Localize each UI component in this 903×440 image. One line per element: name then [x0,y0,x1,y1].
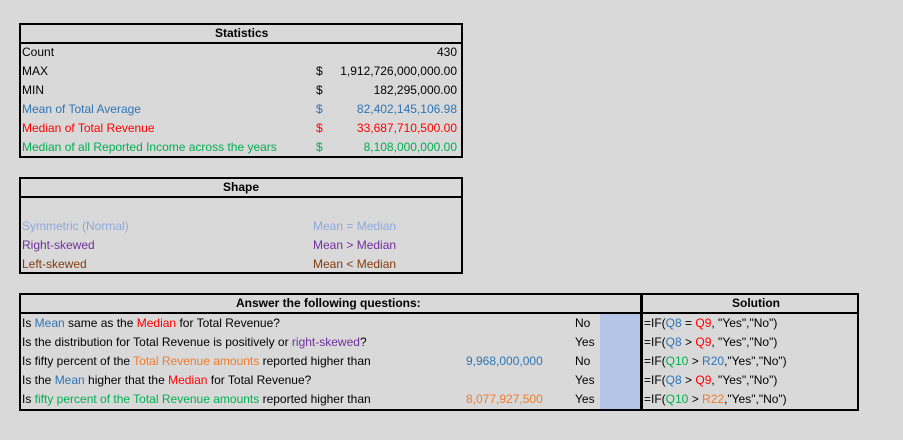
statistics-table [19,23,463,158]
shape-table [19,177,463,274]
questions-title: Answer the following questions: [236,296,421,310]
stat-value-count[interactable]: 430 [436,45,457,59]
dollar-sign: $ [316,83,323,97]
question-3[interactable]: Is fifty percent of the Total Revenue am… [22,354,371,368]
column-divider [641,0,642,440]
column-divider [548,0,549,440]
column-divider [773,0,774,440]
shape-label-left-skewed[interactable]: Left-skewed [22,257,87,271]
question-2[interactable]: Is the distribution for Total Revenue is… [22,335,367,349]
solution-title: Solution [732,296,780,310]
dollar-sign: $ [316,64,323,78]
dollar-sign: $ [316,102,323,116]
stat-label-max[interactable]: MAX [22,64,49,78]
stat-label-median-income[interactable]: Median of all Reported Income across the… [22,140,277,154]
value-3[interactable]: 9,968,000,000 [466,354,543,368]
shape-label-right-skewed[interactable]: Right-skewed [22,238,95,252]
divider [19,42,463,44]
formula-4[interactable]: =IF(Q8 > Q9, "Yes","No") [644,373,778,387]
answer-4[interactable]: Yes [575,373,595,387]
answer-3[interactable]: No [575,354,591,368]
stat-label-mean[interactable]: Mean of Total Average [22,102,141,116]
dollar-sign: $ [316,140,323,154]
shape-rule-right-skewed[interactable]: Mean > Median [313,238,397,252]
answer-5[interactable]: Yes [575,392,595,406]
stat-value-min[interactable]: 182,295,000.00 [373,83,457,97]
column-divider [708,0,709,440]
column-divider [306,0,307,440]
stat-label-min[interactable]: MIN [22,83,44,97]
question-5[interactable]: Is fifty percent of the Total Revenue am… [22,392,371,406]
shape-rule-left-skewed[interactable]: Mean < Median [313,257,397,271]
answer-highlight [600,313,641,410]
stat-value-max[interactable]: 1,912,726,000,000.00 [340,64,457,78]
stat-label-count[interactable]: Count [22,45,55,59]
column-divider [836,0,837,440]
formula-3[interactable]: =IF(Q10 > R20,"Yes","No") [644,354,787,368]
value-5[interactable]: 8,077,927,500 [466,392,543,406]
solution-table [641,293,859,411]
question-4[interactable]: Is the Mean higher that the Median for T… [22,373,312,387]
stat-value-median-income[interactable]: 8,108,000,000.00 [363,140,457,154]
question-1[interactable]: Is Mean same as the Median for Total Rev… [22,316,280,330]
stat-value-median-revenue[interactable]: 33,687,710,500.00 [356,121,457,135]
shape-title: Shape [223,180,260,194]
formula-5[interactable]: =IF(Q10 > R22,"Yes","No") [644,392,787,406]
stat-label-median-revenue[interactable]: Median of Total Revenue [22,121,155,135]
divider [641,312,859,314]
shape-label-symmetric[interactable]: Symmetric (Normal) [22,219,129,233]
formula-1[interactable]: =IF(Q8 = Q9, "Yes","No") [644,316,778,330]
shape-rule-symmetric[interactable]: Mean = Median [313,219,397,233]
stat-value-mean[interactable]: 82,402,145,106.98 [356,102,457,116]
statistics-title: Statistics [215,26,269,40]
dollar-sign: $ [316,121,323,135]
formula-2[interactable]: =IF(Q8 > Q9, "Yes","No") [644,335,778,349]
answer-1[interactable]: No [575,316,591,330]
divider [19,196,463,198]
column-divider [570,0,571,440]
answer-2[interactable]: Yes [575,335,595,349]
